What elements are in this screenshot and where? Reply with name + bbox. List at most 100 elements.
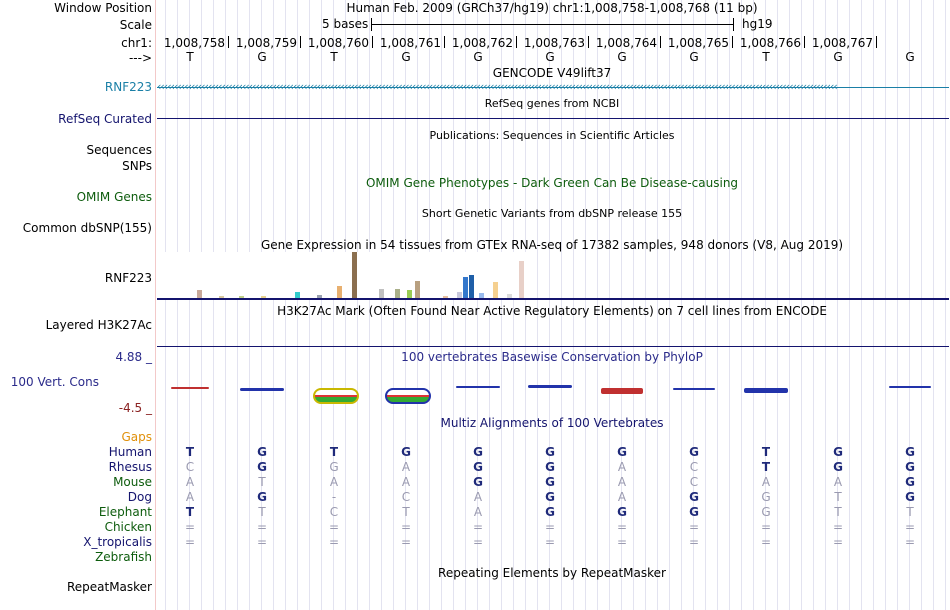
- reference-base: G: [473, 50, 483, 64]
- gtex-tissue-bar[interactable]: [519, 261, 524, 298]
- phylop-track-label[interactable]: 100 Vert. Cons: [10, 375, 99, 389]
- gtex-tissue-bar[interactable]: [379, 289, 384, 298]
- species-label[interactable]: Human: [108, 445, 152, 459]
- reference-base: T: [186, 50, 194, 64]
- ruler-coordinate: 1,008,760: [307, 36, 369, 50]
- aligned-base: =: [184, 520, 196, 534]
- species-label[interactable]: Chicken: [104, 520, 152, 534]
- aligned-base: G: [617, 505, 627, 519]
- gtex-tissue-bar[interactable]: [219, 296, 224, 298]
- gtex-tissue-bar[interactable]: [197, 290, 202, 298]
- grid-line: [837, 0, 838, 610]
- phylop-logo: [313, 388, 359, 404]
- aligned-base: G: [689, 505, 699, 519]
- aligned-base: T: [329, 445, 339, 459]
- species-label[interactable]: Dog: [127, 490, 152, 504]
- snps-label[interactable]: SNPs: [122, 159, 152, 173]
- gtex-tissue-bar[interactable]: [463, 277, 468, 298]
- grid-line: [321, 0, 322, 610]
- aligned-base: G: [761, 505, 771, 519]
- refseq-track-title: RefSeq genes from NCBI: [484, 97, 620, 110]
- grid-line: [933, 0, 934, 610]
- grid-line: [225, 0, 226, 610]
- aligned-base: G: [545, 445, 555, 459]
- grid-line: [681, 0, 682, 610]
- gtex-tissue-bar[interactable]: [479, 293, 484, 298]
- grid-line: [513, 0, 514, 610]
- aligned-base: G: [761, 490, 771, 504]
- species-label[interactable]: Zebrafish: [95, 550, 152, 564]
- aligned-base: G: [833, 445, 843, 459]
- grid-line: [285, 0, 286, 610]
- h3k27ac-track-label[interactable]: Layered H3K27Ac: [45, 318, 152, 332]
- reference-base: G: [617, 50, 627, 64]
- sequences-label[interactable]: Sequences: [86, 143, 152, 157]
- species-label[interactable]: Elephant: [98, 505, 152, 519]
- grid-line: [777, 0, 778, 610]
- gtex-tissue-bar[interactable]: [443, 296, 448, 298]
- strand-label: --->: [128, 51, 152, 65]
- gtex-tissue-bar[interactable]: [407, 290, 412, 298]
- phylop-logo: [528, 385, 572, 388]
- refseq-gene-line[interactable]: [157, 118, 949, 119]
- gtex-tissue-bar[interactable]: [493, 282, 498, 298]
- phylop-logo: [385, 388, 431, 404]
- gtex-tissue-bar[interactable]: [507, 294, 512, 298]
- gtex-tissue-bar[interactable]: [469, 275, 474, 298]
- aligned-base: A: [473, 505, 483, 519]
- aligned-base: =: [472, 535, 484, 549]
- dbsnp-track-label[interactable]: Common dbSNP(155): [22, 221, 152, 235]
- repeatmasker-track-title: Repeating Elements by RepeatMasker: [438, 566, 666, 580]
- grid-line: [417, 0, 418, 610]
- aligned-base: =: [544, 520, 556, 534]
- gencode-gene-line[interactable]: [157, 87, 949, 88]
- gtex-tissue-bar[interactable]: [457, 292, 462, 298]
- grid-line: [765, 0, 766, 610]
- phylop-logo: [673, 388, 715, 390]
- gtex-tissue-bar[interactable]: [239, 296, 244, 298]
- species-label[interactable]: Mouse: [113, 475, 152, 489]
- gencode-track-title: GENCODE V49lift37: [492, 66, 612, 80]
- species-label[interactable]: Rhesus: [108, 460, 152, 474]
- ruler-coordinate: 1,008,763: [523, 36, 585, 50]
- gtex-track-label[interactable]: RNF223: [104, 271, 152, 285]
- aligned-base: =: [256, 520, 268, 534]
- aligned-base: =: [760, 520, 772, 534]
- grid-line: [345, 0, 346, 610]
- gtex-tissue-bar[interactable]: [295, 292, 300, 298]
- omim-track-label[interactable]: OMIM Genes: [76, 190, 152, 204]
- refseq-track-label[interactable]: RefSeq Curated: [58, 112, 152, 126]
- aligned-base: G: [833, 460, 843, 474]
- aligned-base: T: [834, 505, 842, 519]
- gtex-tissue-bar[interactable]: [317, 295, 322, 298]
- gencode-gene-label[interactable]: RNF223: [104, 80, 152, 94]
- grid-line: [237, 0, 238, 610]
- aligned-base: G: [905, 475, 915, 489]
- aligned-base: =: [328, 520, 340, 534]
- grid-line: [873, 0, 874, 610]
- gaps-label[interactable]: Gaps: [121, 430, 152, 444]
- reference-base: G: [689, 50, 699, 64]
- phylop-min-value: -4.5 _: [118, 401, 152, 415]
- gtex-tissue-bar[interactable]: [261, 296, 266, 298]
- ruler-coordinate: 1,008,758: [163, 36, 225, 50]
- assembly-title: Human Feb. 2009 (GRCh37/hg19) chr1:1,008…: [346, 1, 758, 15]
- aligned-base: G: [545, 490, 555, 504]
- species-label[interactable]: X_tropicalis: [83, 535, 152, 549]
- grid-line: [657, 0, 658, 610]
- grid-line: [741, 0, 742, 610]
- grid-line: [717, 0, 718, 610]
- aligned-base: T: [185, 505, 195, 519]
- repeatmasker-track-label[interactable]: RepeatMasker: [66, 580, 152, 594]
- gtex-tissue-bar[interactable]: [337, 286, 342, 298]
- grid-line: [897, 0, 898, 610]
- grid-line: [357, 0, 358, 610]
- publications-track-title: Publications: Sequences in Scientific Ar…: [429, 129, 675, 142]
- gtex-tissue-bar[interactable]: [352, 252, 357, 298]
- aligned-base: A: [401, 475, 411, 489]
- gtex-tissue-bar[interactable]: [395, 289, 400, 298]
- gtex-bar-chart[interactable]: [157, 252, 527, 298]
- label-column-divider: [155, 0, 156, 610]
- gtex-tissue-bar[interactable]: [415, 281, 420, 298]
